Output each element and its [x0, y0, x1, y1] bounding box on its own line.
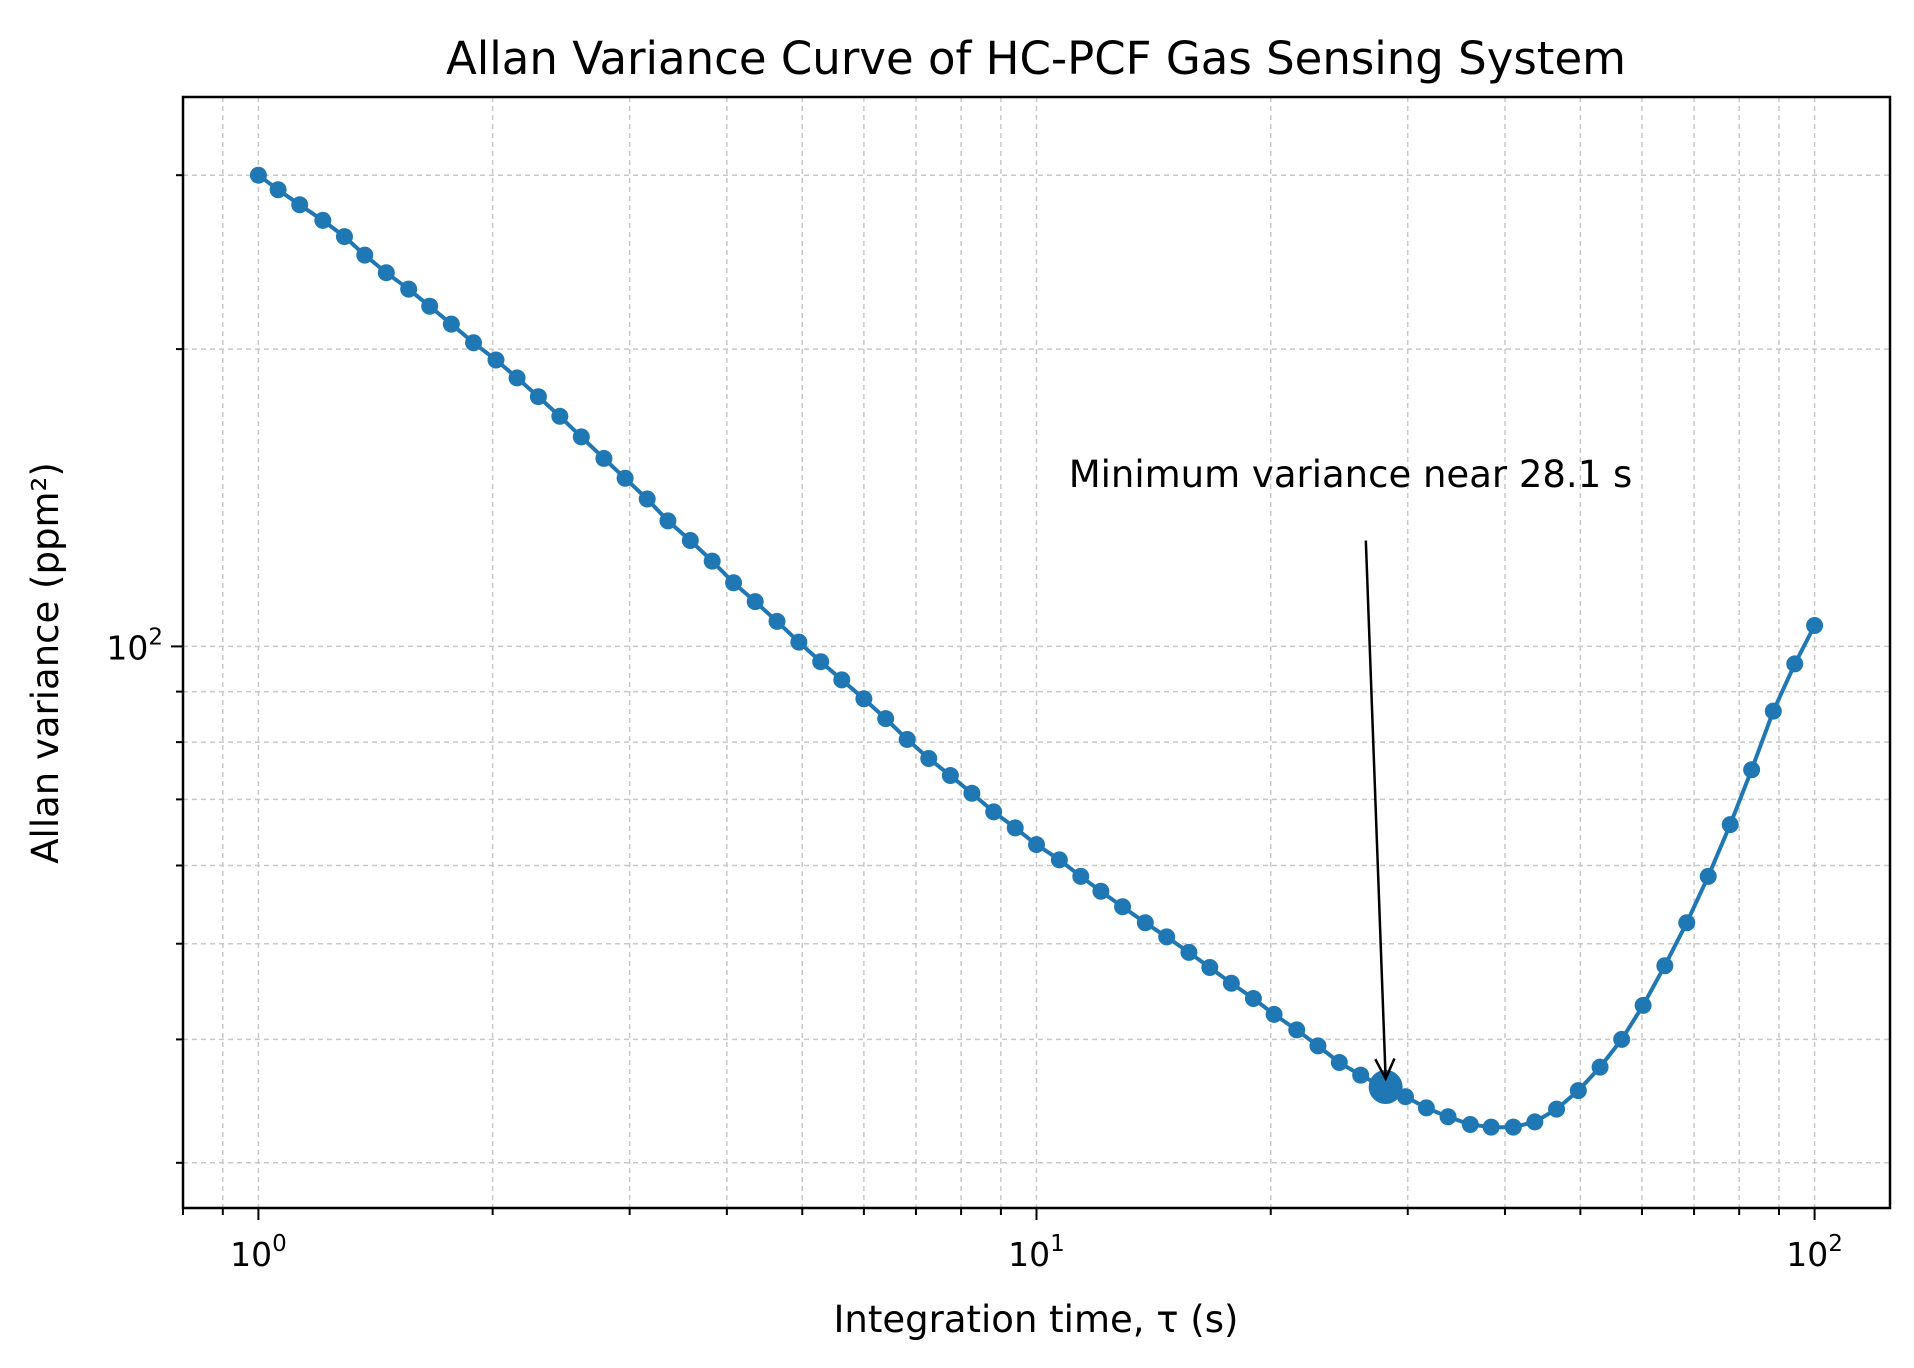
data-point: [855, 690, 873, 708]
x-tick-label: 101: [1008, 1231, 1065, 1274]
data-point: [572, 428, 590, 446]
data-point: [249, 166, 267, 184]
data-point: [269, 181, 287, 199]
data-point: [703, 552, 721, 570]
data-point: [1678, 914, 1696, 932]
axes: 100 101 102 102: [106, 174, 1843, 1274]
data-point: [335, 228, 353, 246]
data-series: [249, 166, 1824, 1136]
data-point: [1721, 816, 1739, 834]
data-point: [985, 803, 1003, 821]
data-point: [725, 574, 743, 592]
data-point: [442, 315, 460, 333]
data-point: [1180, 943, 1198, 961]
data-point: [1244, 990, 1262, 1008]
data-point: [1764, 702, 1782, 720]
data-point: [1092, 882, 1110, 900]
data-point: [356, 246, 374, 264]
data-point: [1482, 1118, 1500, 1136]
x-axis-label: Integration time, τ (s): [834, 1298, 1239, 1341]
data-point: [1309, 1037, 1327, 1055]
data-point: [508, 369, 526, 387]
data-point: [1114, 898, 1132, 916]
data-point: [681, 532, 699, 550]
data-point: [790, 633, 808, 651]
data-point: [1461, 1116, 1479, 1134]
data-point: [877, 710, 895, 728]
y-axis-label: Allan variance (ppm²): [24, 462, 67, 864]
data-point: [1352, 1066, 1370, 1084]
data-point: [1634, 996, 1652, 1014]
data-point: [1028, 836, 1045, 854]
data-point: [1158, 928, 1176, 946]
data-point: [963, 784, 981, 802]
data-point: [1526, 1113, 1544, 1131]
data-point: [1201, 959, 1219, 977]
data-point: [595, 449, 613, 467]
data-point: [1265, 1005, 1283, 1023]
data-point: [1786, 655, 1804, 673]
data-point: [421, 297, 439, 315]
data-point: [487, 351, 505, 369]
minimum-point-marker: [1368, 1069, 1403, 1104]
data-point: [659, 512, 677, 530]
data-point: [1743, 761, 1761, 779]
data-point: [1050, 851, 1068, 869]
data-point: [1656, 957, 1674, 975]
data-point: [1006, 819, 1024, 837]
data-point: [768, 612, 786, 630]
data-point: [746, 593, 764, 611]
data-point: [377, 264, 395, 282]
data-point: [1330, 1054, 1348, 1072]
data-point: [1504, 1118, 1522, 1136]
data-point: [1136, 914, 1154, 932]
grid: [182, 97, 1890, 1208]
data-point: [920, 750, 938, 768]
data-point: [1548, 1100, 1566, 1118]
data-point: [833, 671, 851, 689]
data-point: [1569, 1082, 1587, 1100]
data-point: [465, 334, 483, 352]
data-point: [1222, 974, 1240, 992]
data-point: [898, 730, 916, 748]
data-point: [529, 388, 547, 406]
data-point: [1699, 867, 1717, 885]
data-point: [638, 490, 656, 508]
x-tick-label: 102: [1786, 1231, 1843, 1274]
chart-title: Allan Variance Curve of HC-PCF Gas Sensi…: [446, 32, 1626, 85]
annotation: Minimum variance near 28.1 s: [1069, 453, 1633, 1082]
data-point: [291, 196, 309, 214]
arrow-head: [1374, 1058, 1396, 1082]
data-point: [616, 469, 634, 487]
data-point: [314, 211, 332, 229]
annotation-text: Minimum variance near 28.1 s: [1069, 453, 1633, 496]
data-point: [1439, 1108, 1457, 1126]
data-point: [1591, 1058, 1609, 1076]
data-point: [812, 653, 830, 671]
data-point: [941, 767, 959, 785]
x-tick-label: 100: [230, 1231, 287, 1274]
data-point: [1072, 867, 1090, 885]
data-point: [1417, 1099, 1435, 1117]
data-point: [1806, 616, 1824, 634]
data-point: [400, 280, 418, 298]
data-point: [1613, 1030, 1631, 1048]
y-tick-label: 102: [106, 624, 163, 667]
data-point: [551, 407, 569, 425]
annotation-arrow: [1364, 540, 1387, 1079]
data-point: [1288, 1021, 1306, 1039]
